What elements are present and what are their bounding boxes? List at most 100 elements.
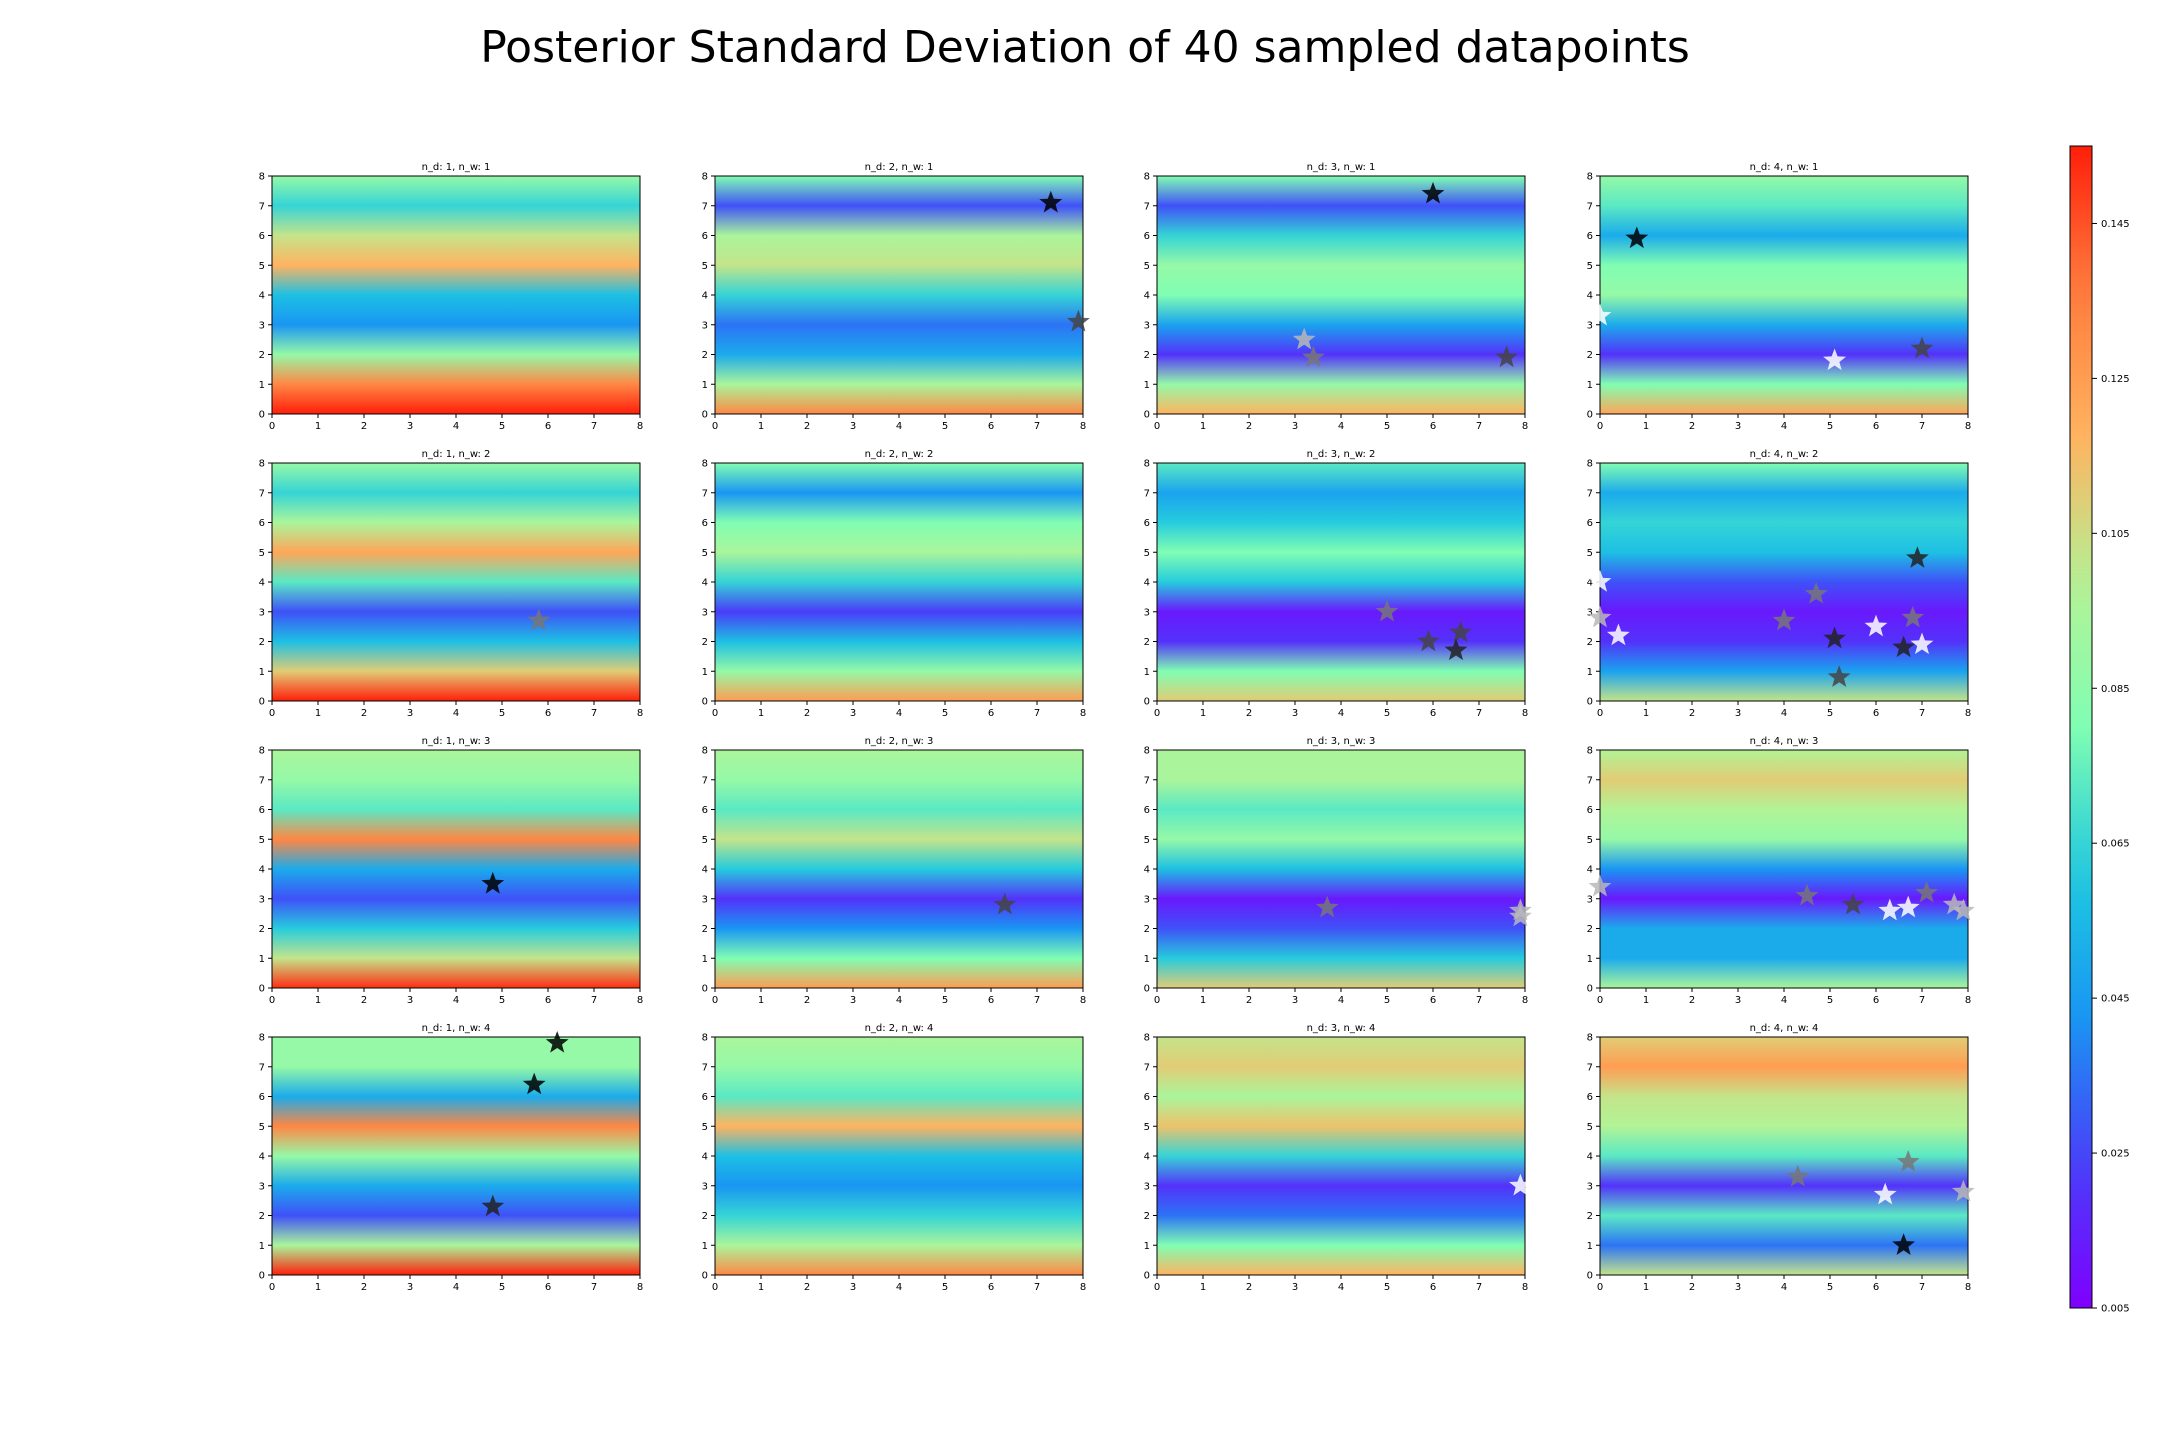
x-tick-label: 0	[269, 708, 275, 719]
heatmap-field	[1157, 750, 1525, 988]
subplot-2-4: n_d: 4, n_w: 2 0 1 2 3 4 5 6 7 8 0 1 2 3 4 5 6 7 8	[1587, 449, 1972, 719]
x-tick-label: 1	[315, 1282, 321, 1293]
x-tick-label: 1	[758, 708, 764, 719]
sample-point-star	[1625, 226, 1649, 249]
y-tick-label: 4	[259, 578, 265, 589]
x-tick-label: 6	[1873, 421, 1879, 432]
y-tick-label: 4	[1144, 578, 1150, 589]
x-tick-label: 3	[1735, 1282, 1741, 1293]
colorbar-tick-label: 0.005	[2101, 1304, 2130, 1315]
x-tick-label: 1	[315, 421, 321, 432]
x-tick-label: 5	[1827, 995, 1833, 1006]
subplot-3-2: n_d: 2, n_w: 3 0 1 2 3 4 5 6 7 8 0 1 2 3 4 5 6 7 8	[702, 736, 1087, 1006]
y-tick-label: 7	[259, 201, 265, 212]
x-tick-label: 6	[1873, 708, 1879, 719]
subplot-title: n_d: 2, n_w: 2	[865, 449, 934, 460]
x-tick-label: 3	[1735, 421, 1741, 432]
subplot-title: n_d: 2, n_w: 3	[865, 736, 934, 747]
sample-point-star	[1827, 665, 1851, 687]
y-tick-label: 4	[1144, 865, 1150, 876]
x-tick-label: 2	[1246, 708, 1252, 719]
y-tick-label: 1	[702, 1241, 708, 1252]
y-tick-label: 5	[1144, 548, 1150, 559]
y-tick-label: 3	[702, 1181, 708, 1192]
y-tick-label: 8	[259, 172, 265, 183]
heatmap-field	[1600, 176, 1968, 414]
y-tick-label: 5	[1587, 261, 1593, 272]
y-tick-label: 1	[1144, 1241, 1150, 1252]
y-tick-label: 7	[702, 1062, 708, 1073]
heatmap-field	[272, 463, 640, 701]
x-tick-label: 4	[1781, 995, 1787, 1006]
x-tick-label: 2	[1689, 708, 1695, 719]
sample-point-star	[1823, 348, 1847, 371]
heatmap-field	[272, 1037, 640, 1275]
sample-point-star	[481, 871, 505, 894]
y-tick-label: 1	[259, 954, 265, 965]
colorbar-tick-label: 0.065	[2101, 839, 2130, 850]
y-tick-label: 6	[702, 518, 708, 529]
x-tick-label: 8	[1080, 421, 1086, 432]
subplot-title: n_d: 3, n_w: 4	[1307, 1023, 1376, 1034]
x-tick-label: 3	[850, 421, 856, 432]
sample-point-star	[1588, 303, 1612, 326]
x-tick-label: 5	[499, 421, 505, 432]
y-tick-label: 1	[1587, 1241, 1593, 1252]
x-tick-label: 3	[407, 995, 413, 1006]
x-tick-label: 4	[1338, 995, 1344, 1006]
x-tick-label: 0	[1597, 708, 1603, 719]
sample-point-star	[1315, 895, 1339, 918]
x-tick-label: 3	[407, 1282, 413, 1293]
y-tick-label: 6	[1587, 1092, 1593, 1103]
sample-point-star	[993, 892, 1017, 915]
y-tick-label: 0	[702, 697, 708, 708]
x-tick-label: 6	[1430, 1282, 1436, 1293]
y-tick-label: 3	[1144, 1181, 1150, 1192]
x-tick-label: 4	[453, 995, 459, 1006]
y-tick-label: 2	[1587, 350, 1593, 361]
x-tick-label: 6	[988, 995, 994, 1006]
y-tick-label: 8	[1587, 1033, 1593, 1044]
x-tick-label: 5	[942, 708, 948, 719]
x-tick-label: 7	[1476, 1282, 1482, 1293]
subplot-3-4: n_d: 4, n_w: 3 0 1 2 3 4 5 6 7 8 0 1 2 3 4 5 6 7 8	[1587, 736, 1975, 1006]
y-tick-label: 4	[702, 1152, 708, 1163]
y-tick-label: 7	[1587, 488, 1593, 499]
x-tick-label: 7	[1919, 1282, 1925, 1293]
y-tick-label: 2	[259, 924, 265, 935]
y-tick-label: 5	[702, 548, 708, 559]
y-tick-label: 5	[1587, 835, 1593, 846]
x-tick-label: 7	[591, 995, 597, 1006]
subplot-title: n_d: 3, n_w: 2	[1307, 449, 1376, 460]
x-tick-label: 0	[712, 421, 718, 432]
y-tick-label: 1	[702, 667, 708, 678]
subplot-4-2: n_d: 2, n_w: 4 0 1 2 3 4 5 6 7 8 0 1 2 3 4 5 6 7 8	[702, 1023, 1087, 1293]
y-tick-label: 0	[1144, 984, 1150, 995]
x-tick-label: 4	[453, 708, 459, 719]
x-tick-label: 1	[758, 421, 764, 432]
y-tick-label: 0	[259, 410, 265, 421]
x-tick-label: 2	[361, 421, 367, 432]
x-tick-label: 7	[1919, 421, 1925, 432]
x-tick-label: 2	[361, 1282, 367, 1293]
y-tick-label: 5	[702, 1122, 708, 1133]
colorbar-tick-label: 0.085	[2101, 684, 2130, 695]
x-tick-label: 1	[315, 995, 321, 1006]
y-tick-label: 3	[259, 607, 265, 618]
sample-point-star	[1444, 638, 1468, 661]
x-tick-label: 8	[1965, 708, 1971, 719]
x-tick-label: 1	[1200, 421, 1206, 432]
x-tick-label: 5	[1384, 708, 1390, 719]
subplot-3-3: n_d: 3, n_w: 3 0 1 2 3 4 5 6 7 8 0 1 2 3 4 5 6 7 8	[1144, 736, 1532, 1006]
y-tick-label: 8	[259, 746, 265, 757]
y-tick-label: 7	[259, 488, 265, 499]
sample-point-star	[1864, 614, 1888, 637]
heatmap-field	[715, 750, 1083, 988]
x-tick-label: 5	[499, 1282, 505, 1293]
y-tick-label: 5	[259, 548, 265, 559]
x-tick-label: 6	[1430, 708, 1436, 719]
x-tick-label: 4	[1781, 421, 1787, 432]
sample-point-star	[1588, 605, 1612, 628]
colorbar-tick-label: 0.045	[2101, 994, 2130, 1005]
x-tick-label: 5	[1384, 421, 1390, 432]
